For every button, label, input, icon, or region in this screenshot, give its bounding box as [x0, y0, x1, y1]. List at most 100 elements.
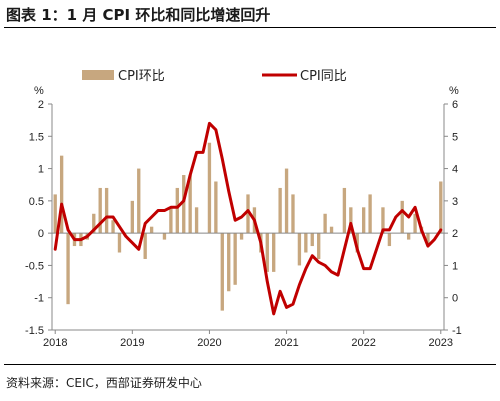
- yoy-point-2021-04: [305, 268, 307, 270]
- bar-2020-02: [214, 181, 218, 234]
- bar-2021-01: [284, 168, 289, 234]
- right-tick-label: -1: [452, 325, 462, 337]
- bar-2019-02: [137, 168, 141, 234]
- legend: CPI环比 CPI同比: [82, 69, 347, 84]
- left-tick-label: 1.5: [29, 131, 44, 143]
- bar-2021-02: [291, 194, 295, 234]
- bar-2019-06: [162, 233, 167, 240]
- axes: [48, 103, 448, 334]
- chart-title: 图表 1：1 月 CPI 环比和同比增速回升: [6, 6, 271, 24]
- bar-2020-06: [239, 233, 244, 240]
- yoy-point-2022-01: [363, 268, 365, 270]
- yoy-point-2020-02: [215, 129, 217, 131]
- bar-2021-05: [310, 233, 314, 247]
- yoy-point-2021-09: [337, 274, 339, 276]
- bar-2021-03: [297, 233, 302, 266]
- bar-2018-10: [111, 220, 115, 234]
- x-tick-label: 2020: [197, 337, 221, 349]
- yoy-point-2018-07: [93, 229, 95, 231]
- bar-2020-10: [265, 233, 269, 272]
- right-tick-label: 4: [452, 164, 458, 176]
- bar-2022-11: [426, 233, 430, 247]
- bar-2022-01: [362, 207, 366, 234]
- yoy-point-2020-12: [279, 290, 281, 292]
- yoy-point-2020-10: [266, 280, 268, 283]
- yoy-point-2021-03: [298, 284, 301, 286]
- bar-2020-04: [227, 233, 231, 292]
- bar-2022-05: [387, 233, 392, 247]
- yoy-point-2023-01: [440, 229, 442, 231]
- bar-2020-05: [233, 233, 237, 285]
- bar-2022-07: [400, 200, 404, 234]
- yoy-point-2019-09: [183, 200, 185, 202]
- yoy-point-2020-11: [273, 313, 275, 315]
- bar-2019-08: [175, 187, 179, 234]
- yoy-point-2018-10: [112, 216, 114, 218]
- yoy-point-2018-04: [73, 239, 76, 241]
- left-tick-label: -0.5: [25, 260, 44, 272]
- yoy-point-2022-11: [427, 245, 429, 247]
- right-tick-label: 1: [452, 260, 458, 272]
- x-tick-label: 2022: [351, 337, 375, 349]
- tick-labels: -1.5 -1 -0.5 0 0.5 1 1.5 2 -1 0 1 2 3 4 5 6 2018 2019 2020…: [25, 99, 462, 349]
- bar-2022-08: [406, 233, 411, 240]
- bar-2018-03: [66, 233, 70, 305]
- yoy-point-2018-12: [125, 235, 127, 237]
- bar-2019-09: [182, 175, 186, 234]
- yoy-point-2019-01: [131, 242, 133, 244]
- yoy-point-2019-06: [163, 209, 166, 212]
- yoy-point-2021-10: [343, 248, 345, 250]
- bar-2018-02: [59, 155, 64, 234]
- yoy-point-2019-08: [176, 206, 178, 208]
- yoy-point-2022-05: [388, 229, 390, 231]
- bar-2018-08: [98, 187, 102, 234]
- mom-bars: [53, 142, 443, 311]
- right-tick-label: 3: [452, 196, 458, 208]
- yoy-point-2021-01: [285, 306, 288, 308]
- yoy-point-2022-10: [420, 229, 423, 231]
- left-tick-label: 1: [38, 164, 44, 176]
- yoy-point-2022-03: [375, 248, 378, 250]
- yoy-point-2022-12: [433, 239, 435, 241]
- right-tick-label: 5: [452, 131, 458, 143]
- legend-swatch-cpi-mom: [82, 70, 114, 80]
- yoy-point-2021-07: [324, 264, 326, 267]
- bar-2021-06: [317, 233, 321, 259]
- bar-2023-01: [439, 181, 443, 234]
- yoy-point-2018-08: [99, 222, 101, 225]
- yoy-point-2020-03: [221, 158, 223, 160]
- yoy-point-2021-06: [318, 261, 320, 263]
- yoy-point-2020-08: [253, 219, 256, 221]
- yoy-point-2018-06: [86, 235, 88, 237]
- yoy-point-2020-06: [240, 216, 243, 218]
- bar-2021-04: [304, 233, 308, 253]
- yoy-point-2020-09: [260, 242, 262, 244]
- x-tick-label: 2021: [274, 337, 298, 349]
- yoy-point-2019-05: [157, 209, 159, 212]
- left-axis-unit: %: [34, 85, 44, 97]
- yoy-point-2022-06: [395, 216, 397, 218]
- bar-2022-09: [413, 213, 417, 234]
- yoy-point-2022-02: [369, 268, 371, 270]
- right-tick-label: 6: [452, 99, 458, 111]
- yoy-point-2018-01: [54, 248, 56, 250]
- source-note: 资料来源：CEIC，西部证券研发中心: [6, 376, 202, 390]
- legend-label-cpi-mom: CPI环比: [118, 69, 165, 84]
- bar-2021-11: [349, 207, 353, 234]
- yoy-point-2018-03: [67, 229, 69, 231]
- bar-2021-07: [323, 213, 327, 234]
- yoy-line-layer: [53, 121, 443, 316]
- bar-2019-01: [130, 200, 134, 234]
- left-tick-label: 0: [38, 228, 44, 240]
- bar-2019-11: [194, 207, 199, 234]
- title-divider: [4, 27, 496, 28]
- right-tick-label: 0: [452, 293, 458, 305]
- right-tick-label: 2: [452, 228, 458, 240]
- bar-2021-12: [355, 233, 359, 253]
- bar-2020-12: [278, 187, 282, 234]
- x-tick-label: 2019: [120, 337, 144, 349]
- bar-2019-04: [149, 226, 154, 234]
- yoy-point-2019-07: [170, 206, 172, 208]
- bar-2019-03: [143, 233, 147, 259]
